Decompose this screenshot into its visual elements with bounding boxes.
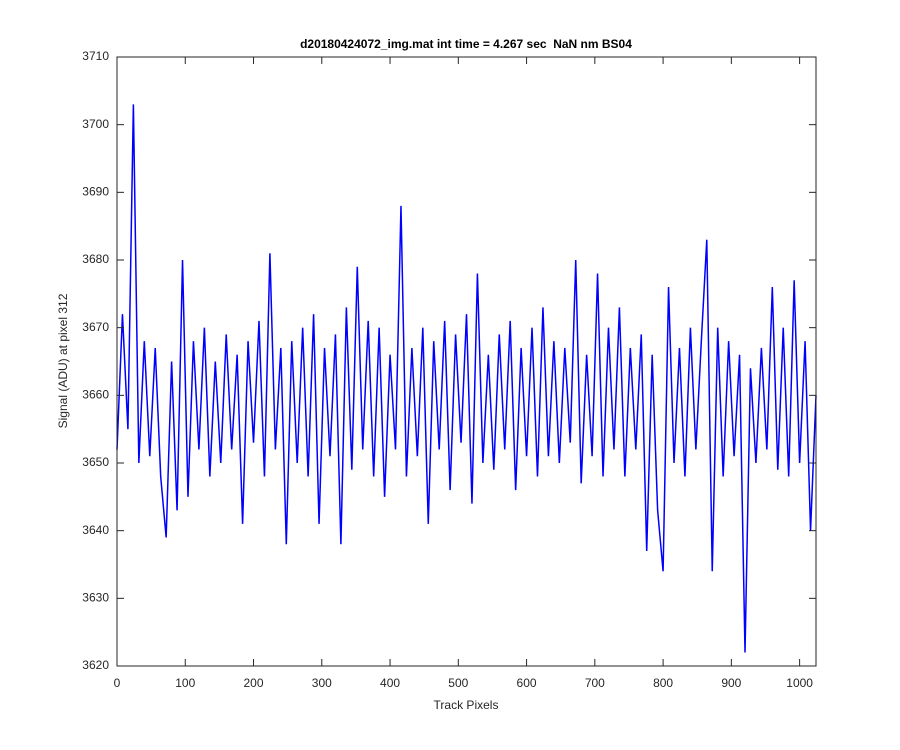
- plot-frame: [116, 56, 817, 667]
- y-tick-label: 3660: [82, 388, 109, 402]
- x-tick-label: 600: [517, 676, 537, 690]
- x-tick-label: 1000: [786, 676, 813, 690]
- x-tick-label: 800: [653, 676, 673, 690]
- x-tick-label: 100: [175, 676, 195, 690]
- x-axis-label: Track Pixels: [434, 698, 499, 712]
- y-tick-label: 3670: [82, 320, 109, 334]
- y-tick-label: 3680: [82, 252, 109, 266]
- x-tick-label: 700: [585, 676, 605, 690]
- x-tick-label: 500: [448, 676, 468, 690]
- chart-title: d20180424072_img.mat int time = 4.267 se…: [300, 37, 632, 51]
- y-tick-label: 3650: [82, 455, 109, 469]
- y-tick-label: 3620: [82, 658, 109, 672]
- x-tick-label: 900: [721, 676, 741, 690]
- y-tick-label: 3630: [82, 591, 109, 605]
- x-tick-label: 400: [380, 676, 400, 690]
- x-tick-label: 0: [114, 676, 121, 690]
- x-tick-label: 300: [312, 676, 332, 690]
- x-tick-label: 200: [244, 676, 264, 690]
- y-tick-label: 3640: [82, 523, 109, 537]
- data-line: [116, 104, 817, 653]
- y-axis-label: Signal (ADU) at pixel 312: [56, 293, 70, 428]
- y-tick-label: 3710: [82, 49, 109, 63]
- y-tick-label: 3690: [82, 185, 109, 199]
- y-tick-label: 3700: [82, 117, 109, 131]
